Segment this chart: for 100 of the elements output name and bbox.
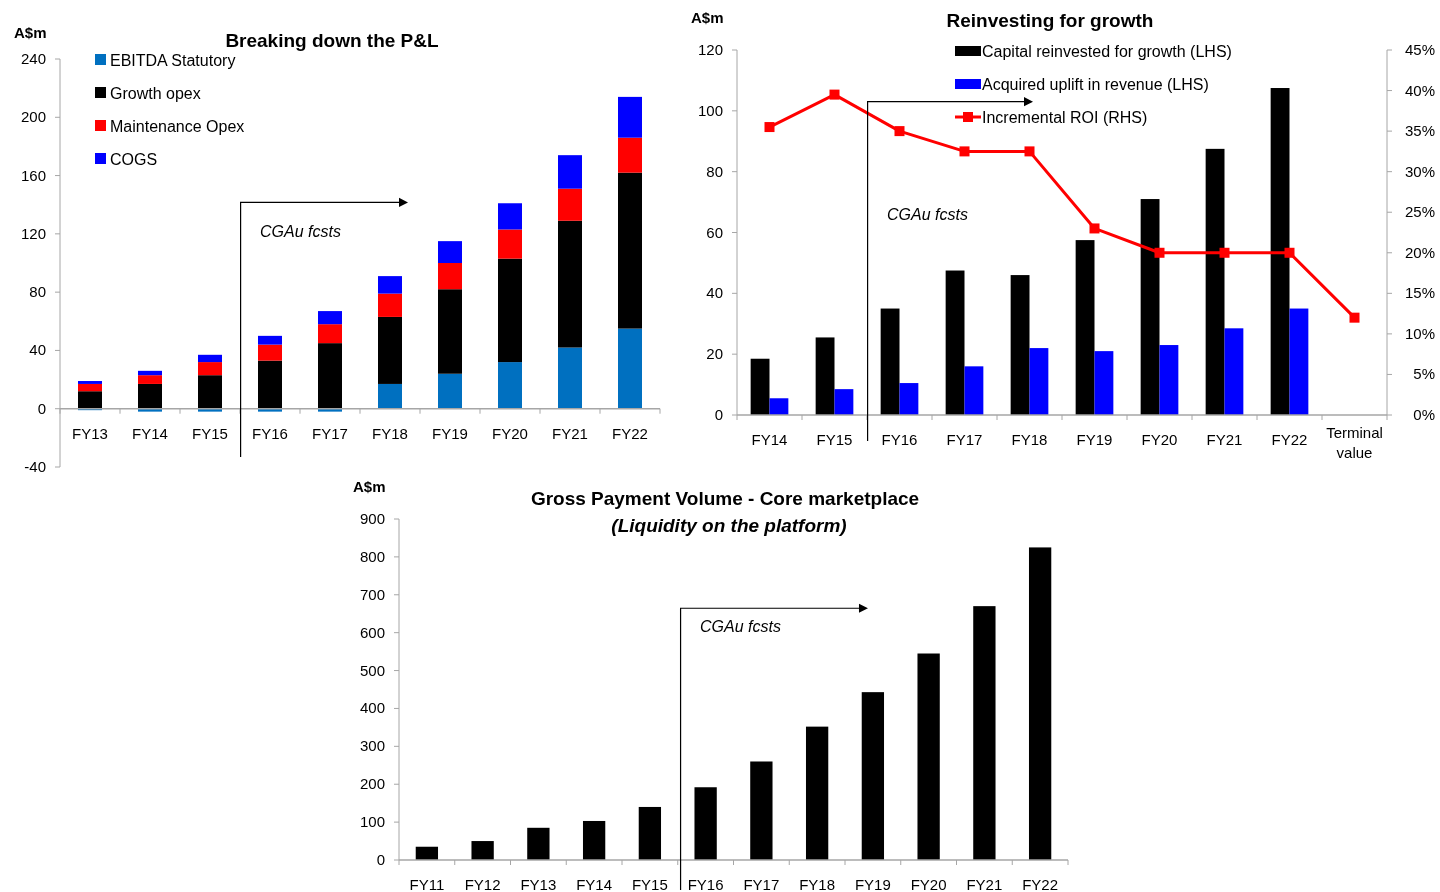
- y-tick-label: 900: [359, 510, 385, 527]
- chart-title: Breaking down the P&L: [225, 30, 440, 51]
- bar: [815, 337, 835, 415]
- bar: [1028, 547, 1052, 860]
- y-tick-label: 20: [706, 345, 723, 363]
- point: [829, 89, 840, 100]
- point: [1284, 247, 1295, 258]
- x-tick-label: FY21: [1206, 431, 1243, 448]
- x-tick-label: FY20: [492, 424, 528, 442]
- bar: [78, 383, 102, 392]
- legend-label: Acquired uplift in revenue (LHS): [982, 76, 1209, 93]
- y-tick-label: 120: [20, 224, 46, 242]
- y-axis-title: A$m: [353, 478, 386, 495]
- y-tick-label: 200: [359, 775, 385, 793]
- bar: [318, 343, 342, 409]
- bar: [318, 324, 342, 344]
- bar: [1270, 88, 1290, 415]
- bar: [694, 787, 717, 860]
- bar: [973, 606, 996, 860]
- bar: [318, 408, 342, 412]
- y-tick-label: 0: [376, 851, 385, 868]
- bar: [1224, 328, 1244, 415]
- bar: [78, 391, 102, 409]
- legend-label: COGS: [110, 151, 158, 168]
- y2-tick-label: 20%: [1404, 243, 1435, 261]
- bar: [1140, 199, 1160, 415]
- y2-tick-label: 25%: [1404, 203, 1435, 221]
- bar: [258, 360, 282, 409]
- x-tick-label: FY22: [1022, 876, 1059, 892]
- bar: [78, 381, 102, 384]
- bar: [880, 308, 900, 415]
- legend-label: Incremental ROI (RHS): [982, 109, 1148, 126]
- chart-title: Reinvesting for growth: [946, 10, 1154, 31]
- x-tick-label: FY17: [312, 424, 348, 442]
- bar: [438, 289, 462, 374]
- x-tick-label: FY16: [252, 424, 288, 442]
- x-tick-label: FY15: [631, 876, 668, 892]
- y2-tick-label: 0%: [1413, 406, 1435, 423]
- bar: [1289, 308, 1309, 415]
- bar: [1029, 348, 1049, 415]
- y-tick-label: 80: [29, 283, 46, 301]
- bar: [258, 335, 282, 345]
- x-tick-label: FY15: [816, 431, 853, 448]
- bar: [964, 366, 984, 415]
- y-tick-label: 240: [20, 50, 46, 67]
- bar: [138, 370, 162, 376]
- y-tick-label: 160: [20, 166, 46, 184]
- x-tick-label: FY19: [1076, 431, 1113, 448]
- bar: [198, 354, 222, 363]
- bar: [618, 137, 642, 173]
- bar: [582, 820, 606, 860]
- bar: [769, 398, 789, 415]
- bar: [498, 258, 522, 363]
- bar: [899, 383, 919, 415]
- bar: [1205, 148, 1225, 415]
- y-tick-label: 0: [714, 406, 723, 423]
- annotation: CGAu fcsts: [260, 222, 341, 240]
- bar: [138, 383, 162, 409]
- bar: [618, 328, 642, 409]
- bar: [558, 347, 582, 409]
- point: [1219, 247, 1230, 258]
- y-tick-label: 100: [359, 813, 385, 831]
- bar: [1094, 351, 1114, 415]
- bar: [138, 408, 162, 412]
- bar: [1159, 345, 1179, 415]
- y2-tick-label: 45%: [1404, 41, 1435, 58]
- point: [1089, 223, 1100, 234]
- point: [1349, 312, 1360, 323]
- y-tick-label: 700: [359, 585, 385, 603]
- point: [1154, 247, 1165, 258]
- x-tick-label: FY18: [1011, 431, 1048, 448]
- bar: [861, 692, 885, 860]
- x-tick-label: FY20: [1141, 431, 1178, 448]
- y-axis-title: A$m: [691, 9, 724, 26]
- bar: [834, 389, 854, 415]
- y-tick-label: -40: [24, 458, 46, 475]
- x-tick-label: FY21: [966, 876, 1003, 892]
- x-tick-label: FY13: [72, 424, 108, 442]
- x-tick-label: FY20: [910, 876, 947, 892]
- bar: [198, 375, 222, 409]
- point: [894, 126, 905, 137]
- point: [764, 122, 775, 133]
- x-tick-label: FY14: [751, 431, 788, 448]
- y-tick-label: 40: [706, 284, 723, 302]
- bar: [945, 270, 965, 415]
- bar: [527, 827, 550, 860]
- bar: [498, 362, 522, 409]
- bar: [1075, 240, 1095, 415]
- x-tick-label: FY16: [881, 431, 918, 448]
- bar: [618, 172, 642, 329]
- y2-tick-label: 35%: [1404, 122, 1435, 140]
- annotation: CGAu fcsts: [887, 206, 968, 224]
- y-tick-label: 40: [29, 341, 46, 359]
- bar: [378, 316, 402, 384]
- bar: [198, 362, 222, 376]
- bar: [471, 841, 494, 860]
- x-tick-label: FY19: [432, 424, 468, 442]
- x-tick-label: FY18: [372, 424, 408, 442]
- bar: [198, 408, 222, 412]
- x-tick-label: FY14: [576, 876, 613, 892]
